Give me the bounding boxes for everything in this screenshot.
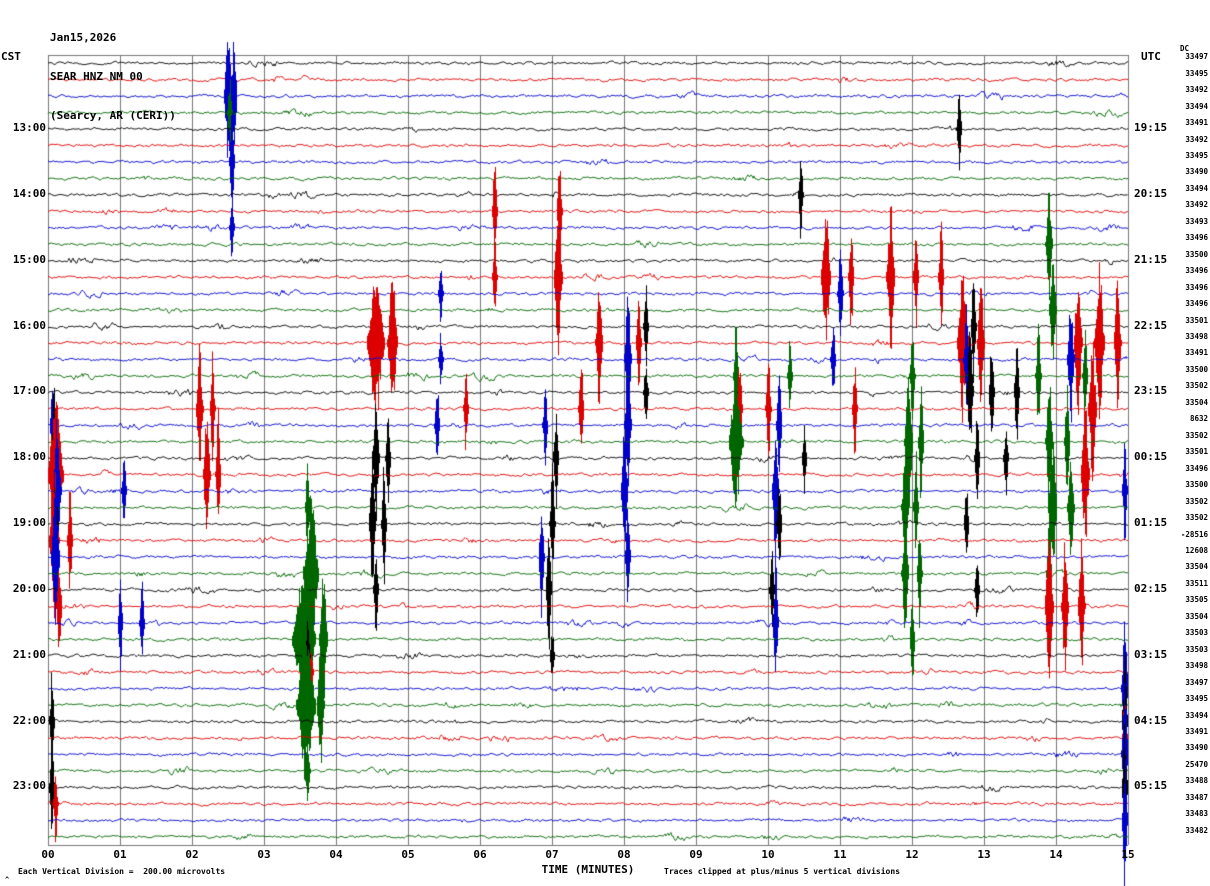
header-date: Jan15,2026 — [50, 31, 117, 44]
vertical-scale-note: Each Vertical Division = 200.00 microvol… — [18, 867, 226, 876]
header-station-code: SEAR HNZ NM 00 — [50, 70, 143, 83]
header: Jan15,2026 SEAR HNZ NM 00 (Searcy, AR (C… — [50, 5, 176, 148]
dc-column-label: DC — [1180, 44, 1190, 53]
scale-marker: ^ — [5, 876, 10, 884]
x-axis-label: TIME (MINUTES) — [541, 863, 635, 876]
header-station-location: (Searcy, AR (CERI)) — [50, 109, 176, 122]
clip-note: Traces clipped at plus/minus 5 vertical … — [664, 867, 901, 876]
left-timezone-label: CST — [1, 50, 21, 63]
right-timezone-label: UTC — [1141, 50, 1161, 63]
